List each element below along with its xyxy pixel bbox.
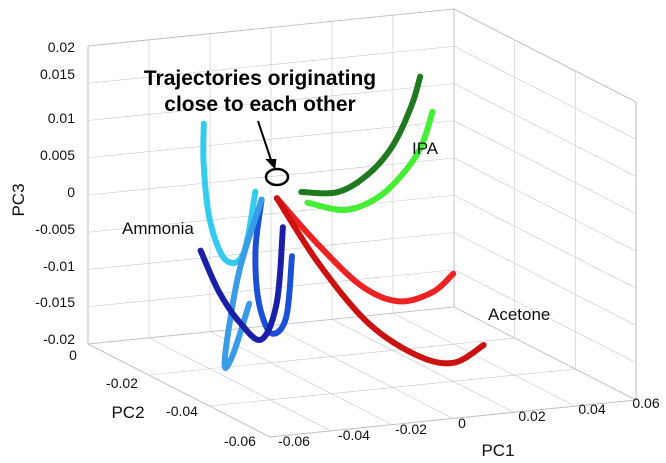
- x-axis-ticks: -0.06 -0.04 -0.02 0 0.02 0.04 0.06: [278, 395, 660, 449]
- trajectory-acetone: [273, 195, 457, 305]
- gridline-z: [453, 83, 637, 177]
- x-tick-label: -0.02: [395, 421, 427, 437]
- trajectory-ammonia: [197, 224, 286, 343]
- gridline-x: [331, 319, 515, 413]
- gridline-z: [453, 45, 637, 140]
- gridline-x: [209, 331, 393, 425]
- z-axis-label: PC3: [9, 183, 28, 216]
- y-axis-label: PC2: [111, 403, 144, 422]
- gridline-z: [453, 120, 637, 215]
- trajectory-acetone: [273, 195, 487, 367]
- y-tick-label: -0.02: [106, 375, 138, 391]
- origin-highlight-circle: [264, 167, 290, 187]
- series-label-ipa: IPA: [412, 139, 439, 158]
- annotation-line-2: close to each other: [164, 93, 355, 116]
- y-axis-ticks: 0 -0.02 -0.04 -0.06: [69, 347, 256, 449]
- z-tick-label: 0: [67, 184, 75, 200]
- x-tick-label: 0.06: [632, 395, 659, 411]
- z-tick-label: 0.02: [48, 39, 75, 55]
- gridline-y: [209, 368, 576, 407]
- gridline-z: [453, 269, 637, 364]
- y-tick-label: 0: [69, 347, 77, 363]
- y-tick-label: -0.06: [224, 433, 256, 449]
- gridline-z: [453, 194, 637, 289]
- z-tick-label: 0.005: [40, 147, 75, 163]
- x-axis-label: PC1: [481, 441, 514, 460]
- x-tick-label: 0.04: [578, 401, 605, 417]
- annotation-arrow: [257, 120, 277, 170]
- x-tick-label: -0.04: [338, 427, 370, 443]
- z-tick-label: -0.01: [43, 258, 75, 274]
- trajectory-series: [197, 72, 487, 371]
- trajectory-ipa: [298, 72, 424, 197]
- gridline-z: [453, 232, 637, 326]
- gridline-x: [392, 312, 576, 407]
- z-tick-label: 0.015: [40, 66, 75, 82]
- gridline-x: [87, 343, 271, 438]
- z-tick-label: 0.01: [48, 110, 75, 126]
- gridline-z: [453, 157, 637, 252]
- trajectory-ipa: [304, 108, 436, 214]
- gridlines: [87, 8, 637, 438]
- x-tick-label: -0.06: [278, 433, 310, 449]
- z-tick-label: -0.015: [35, 294, 75, 310]
- z-tick-label: -0.005: [35, 221, 75, 237]
- x-tick-label: 0.02: [518, 408, 545, 424]
- gridline-z: [453, 8, 637, 103]
- gridline-y: [269, 399, 637, 438]
- series-label-acetone: Acetone: [488, 305, 550, 324]
- trajectory-ammonia: [221, 196, 265, 371]
- gridline-y: [148, 337, 515, 376]
- z-tick-label: -0.02: [43, 331, 75, 347]
- trajectory-ammonia: [252, 196, 295, 337]
- gridline-x: [270, 325, 454, 419]
- gridline-x: [148, 337, 332, 432]
- gridline-x: [453, 306, 637, 401]
- z-axis-ticks: 0.02 0.015 0.01 0.005 0 -0.005 -0.01 -0.…: [35, 39, 75, 347]
- x-tick-label: 0: [458, 415, 466, 431]
- annotation-line-1: Trajectories originating: [144, 67, 376, 90]
- series-label-ammonia: Ammonia: [122, 219, 194, 238]
- y-tick-label: -0.04: [166, 403, 198, 419]
